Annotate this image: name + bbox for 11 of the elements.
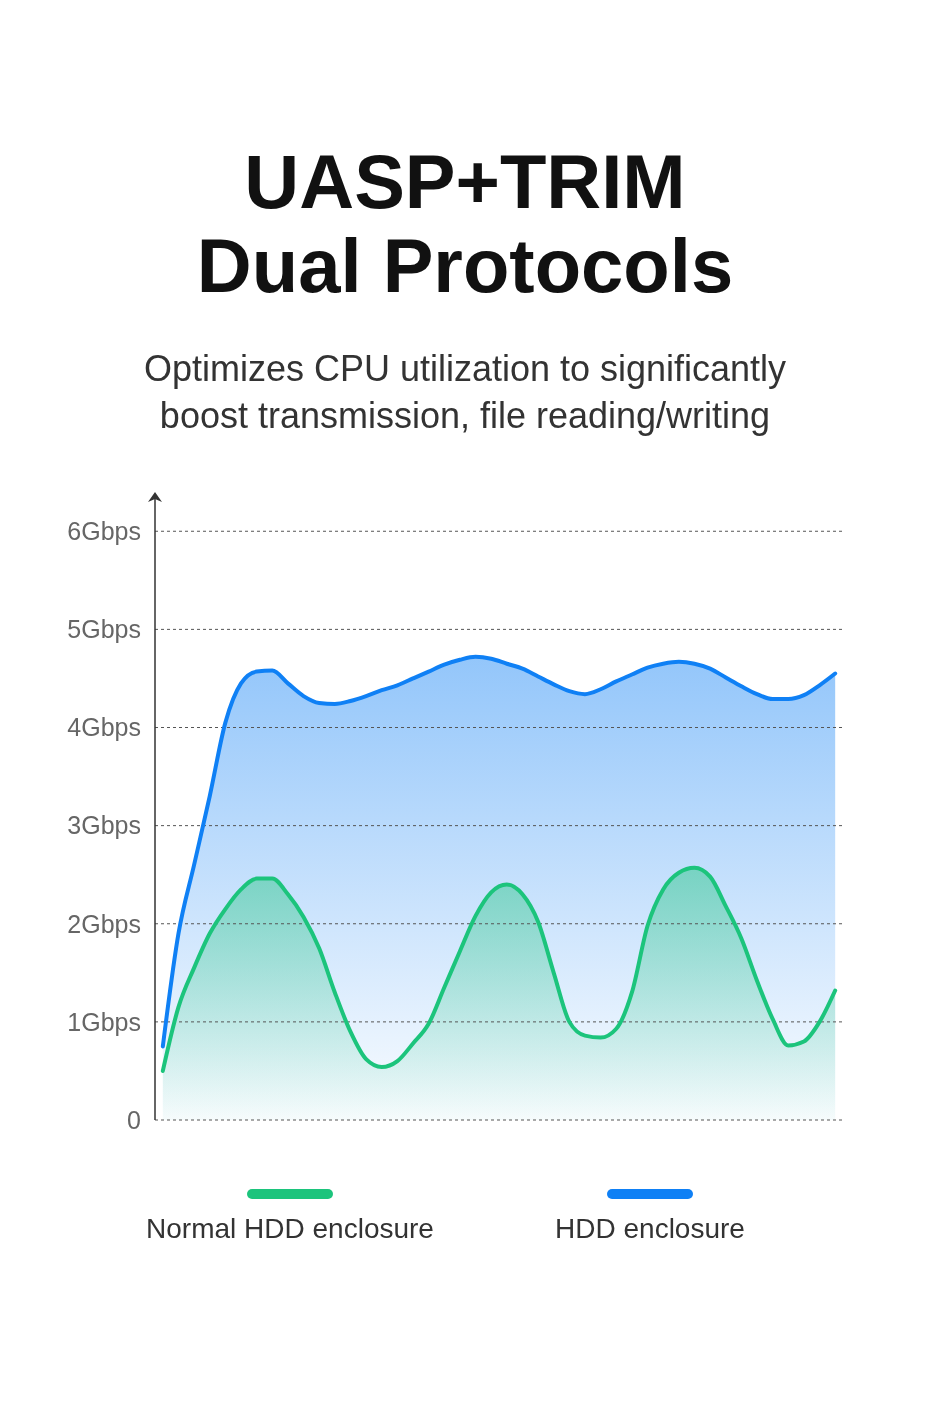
chart-subtitle: Optimizes CPU utilization to significantly boost transmission, file reading/writing — [143, 348, 787, 436]
y-tick-label: 3Gbps — [67, 811, 141, 840]
y-tick-label: 6Gbps — [67, 517, 141, 545]
chart-title: UASP+TRIM Dual Protocols — [196, 139, 734, 308]
y-tick-label: 1Gbps — [67, 1007, 141, 1036]
y-tick-label: 2Gbps — [67, 909, 141, 938]
legend-label: Normal HDD enclosure — [146, 1213, 434, 1244]
y-tick-label: 4Gbps — [67, 713, 141, 742]
y-tick-label: 0 — [127, 1105, 141, 1134]
y-tick-label: 5Gbps — [67, 615, 141, 644]
legend-label: HDD enclosure — [555, 1213, 745, 1244]
